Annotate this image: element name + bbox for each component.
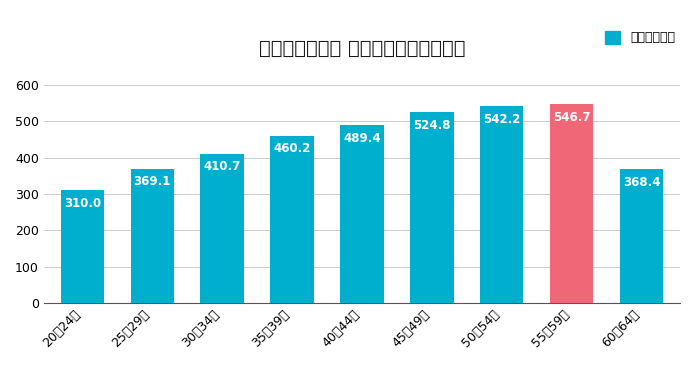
Text: 524.8: 524.8 (413, 119, 450, 132)
Bar (131, 169, 174, 303)
Bar (60, 190, 104, 303)
Bar (550, 104, 594, 303)
Text: 546.7: 546.7 (553, 111, 590, 124)
Text: 542.2: 542.2 (483, 112, 521, 126)
Legend: 年収（万円）: 年収（万円） (600, 26, 680, 49)
Bar (270, 136, 313, 303)
Bar (341, 125, 384, 303)
Bar (200, 154, 244, 303)
Text: 369.1: 369.1 (133, 176, 171, 188)
Bar (620, 169, 663, 303)
Text: 368.4: 368.4 (623, 176, 660, 189)
Bar (410, 112, 454, 303)
Text: 460.2: 460.2 (273, 142, 311, 155)
Text: 310.0: 310.0 (64, 197, 101, 210)
Text: 410.7: 410.7 (204, 160, 240, 173)
Text: 489.4: 489.4 (343, 132, 381, 145)
Bar (480, 106, 523, 303)
Title: 福井県の製造業 年代別平均年収の推移: 福井県の製造業 年代別平均年収の推移 (259, 39, 465, 58)
